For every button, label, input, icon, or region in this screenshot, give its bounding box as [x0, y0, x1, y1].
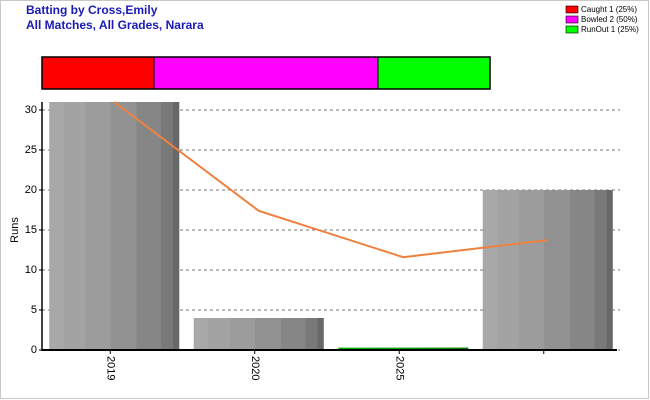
legend-label: Caught 1 (25%) [581, 5, 637, 14]
x-tick-label: 2019 [104, 356, 116, 380]
legend-swatch [565, 15, 579, 24]
y-axis-label: Runs [9, 217, 21, 243]
y-tick-label: 0 [31, 344, 37, 356]
chart-title: Batting by Cross,Emily [26, 3, 158, 17]
bar-shade [482, 190, 613, 350]
dismissal-outline [41, 56, 491, 90]
legend-label: RunOut 1 (25%) [581, 25, 639, 34]
y-tick-label: 15 [25, 224, 37, 236]
chart-subtitle: All Matches, All Grades, Narara [26, 18, 204, 32]
dismissal-segment [153, 56, 379, 90]
x-tick-label: 2020 [249, 356, 261, 380]
dismissal-segment [41, 56, 155, 90]
y-tick-label: 25 [25, 144, 37, 156]
dismissal-segment [377, 56, 491, 90]
legend-swatch [565, 5, 579, 14]
bar-shade [49, 102, 180, 350]
x-tick-label: 2025 [393, 356, 405, 380]
y-tick-label: 20 [25, 184, 37, 196]
trend-line [113, 101, 548, 259]
bar-shade [338, 347, 469, 350]
bar-shade [193, 318, 324, 350]
y-tick-label: 10 [25, 264, 37, 276]
legend-swatch [565, 25, 579, 34]
y-tick-label: 5 [31, 304, 37, 316]
y-tick-label: 30 [25, 104, 37, 116]
legend-label: Bowled 2 (50%) [581, 15, 638, 24]
